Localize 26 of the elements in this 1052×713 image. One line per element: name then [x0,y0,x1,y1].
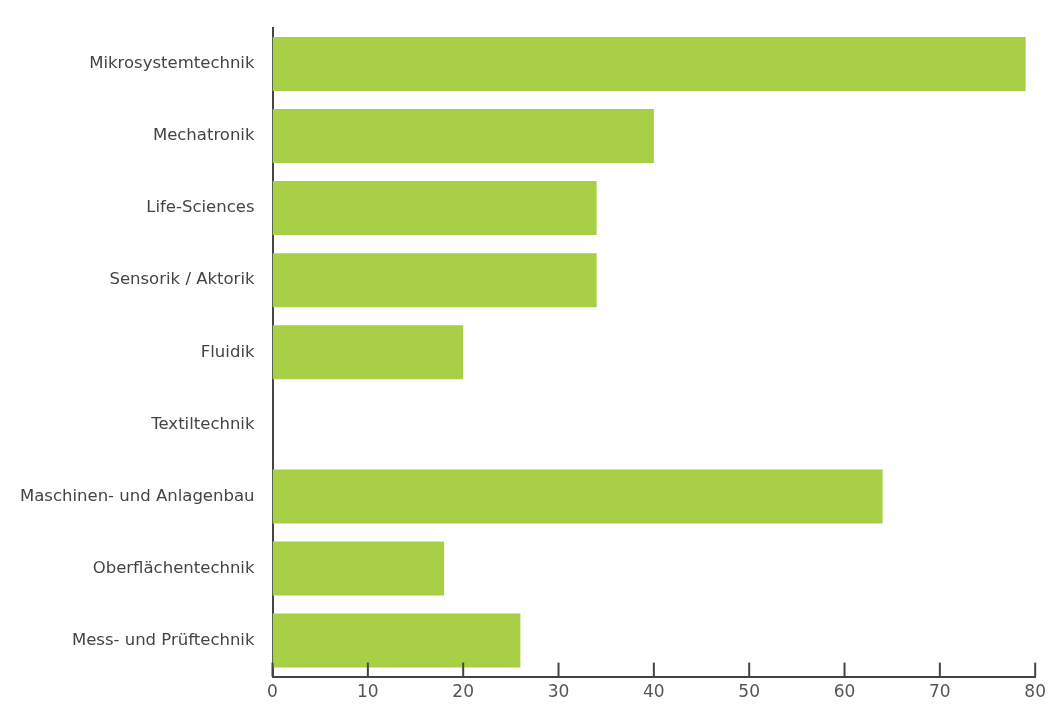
y-tick-label: Oberflächentechnik [92,557,255,577]
x-tick-label: 10 [357,681,379,702]
bar [272,253,597,308]
bar [272,36,1026,91]
x-tick-label: 30 [547,681,570,702]
y-tick-label: Mikrosystemtechnik [89,53,255,73]
bar [272,108,654,164]
x-tick-label: 70 [929,681,951,702]
x-tick-label: 80 [1024,681,1046,702]
bar [272,613,521,668]
x-tick-label: 20 [452,681,475,702]
bar [272,181,597,236]
bar [272,541,445,596]
y-tick-label: Textiltechnik [150,413,255,433]
x-tick-label: 50 [738,681,761,702]
x-tick-label: 60 [833,681,856,702]
y-tick-label: Fluidik [200,341,255,361]
bar [272,325,464,380]
y-tick-label: Maschinen- und Anlagenbau [19,485,255,505]
y-tick-label: Mess- und Prüftechnik [71,629,255,649]
y-tick-label: Mechatronik [152,125,255,145]
x-tick-label: 40 [643,681,665,702]
y-tick-label: Sensorik / Aktorik [109,269,255,289]
x-tick-label: 0 [267,681,278,702]
bar [272,469,883,524]
y-tick-label: Life-Sciences [146,197,255,217]
